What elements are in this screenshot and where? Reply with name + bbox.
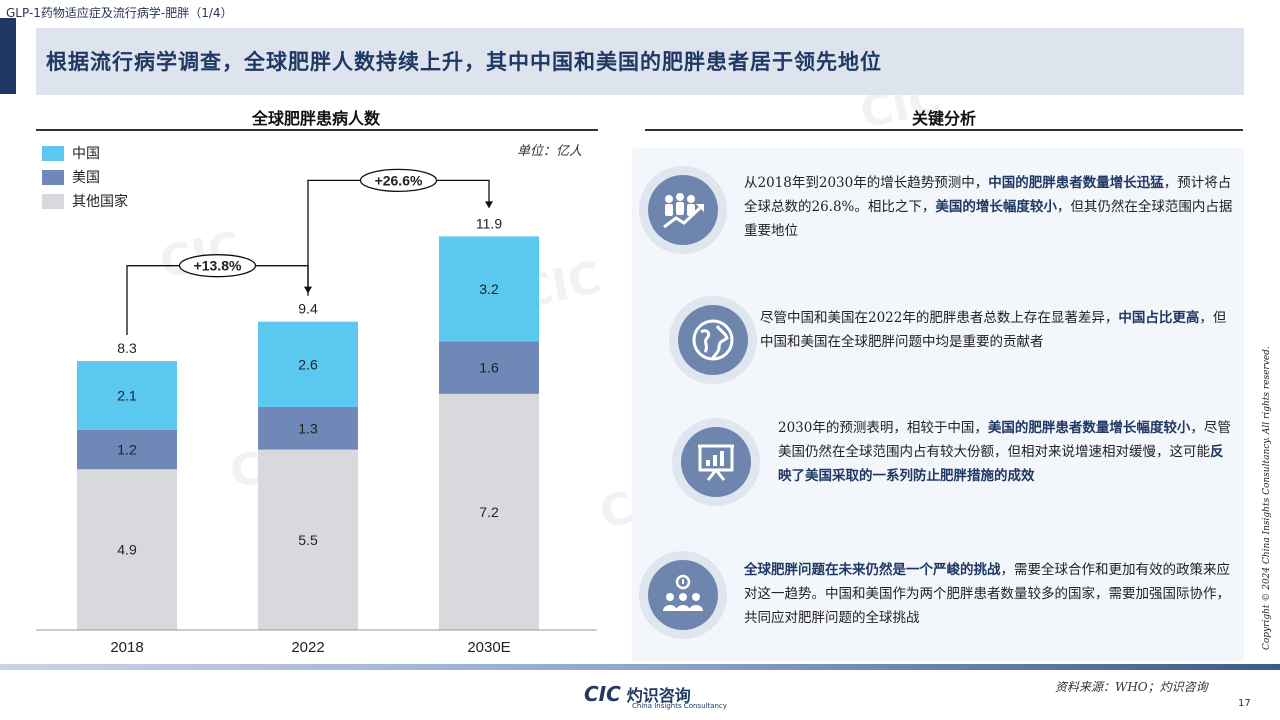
presentation-chart-icon [698, 444, 734, 481]
team-idea-icon [663, 574, 703, 611]
legend-swatch-china [42, 145, 64, 161]
legend-label-usa: 美国 [72, 170, 100, 186]
logo-mark: CIC [584, 682, 621, 706]
title-band [36, 28, 1244, 95]
analysis-text-segment: ，预计将占全球总数的26.8%。相比之下， [744, 175, 1232, 215]
copyright-notice: Copyright © 2024 China Insights Consulta… [1262, 346, 1272, 650]
data-label: 1.2 [117, 442, 137, 458]
analysis-emphasis: 中国的肥胖患者数量增长迅猛 [988, 175, 1164, 191]
analysis-emphasis: 反映了美国采取的一系列防止肥胖措施的成效 [778, 444, 1224, 484]
analysis-point-2: 尽管中国和美国在2022年的肥胖患者总数上存在显著差异，中国占比更高，但中国和美… [760, 306, 1232, 354]
legend-item-china: 中国 [42, 141, 128, 165]
analysis-text-segment: ，但其仍然在全球范围内占据重要地位 [744, 199, 1233, 239]
bar-segment [258, 406, 358, 450]
people-growth-icon [663, 193, 704, 229]
logo-cn: 灼识咨询 [626, 686, 691, 705]
left-accent-bar [0, 18, 16, 94]
legend-item-others: 其他国家 [42, 189, 128, 213]
total-label: 9.4 [298, 301, 318, 317]
chart-unit-label: 单位：亿人 [516, 144, 582, 159]
analysis-point-4: 全球肥胖问题在未来仍然是一个严峻的挑战，需要全球合作和更加有效的政策来应对这一趋… [744, 558, 1236, 630]
analysis-text-segment: 从2018年到2030年的增长趋势预测中， [744, 175, 989, 191]
logo-en: China Insights Consultancy [632, 702, 727, 710]
stacked-bar-chart: 4.9 1.2 2.1 8.3 2018 5.5 1.3 2.6 9.4 2022 7.2 1.6 3.… [36, 168, 597, 656]
legend-item-usa: 美国 [42, 165, 128, 189]
globe-icon [692, 319, 734, 361]
analysis-emphasis: 美国的肥胖患者数量增长幅度较小 [987, 420, 1191, 436]
chart-legend: 中国 美国 其他国家 [42, 141, 128, 213]
analysis-emphasis: 美国的增长幅度较小 [935, 199, 1057, 215]
analysis-text-segment: ，需要全球合作和更加有效的政策来应对这一趋势。中国和美国作为两个肥胖患者数量较多… [744, 562, 1230, 626]
growth-label: +13.8% [194, 258, 242, 274]
data-label: 2.1 [117, 387, 137, 403]
page-title: 根据流行病学调查，全球肥胖人数持续上升，其中中国和美国的肥胖患者居于领先地位 [46, 49, 882, 74]
data-label: 1.6 [479, 360, 499, 376]
analysis-icon-4 [639, 551, 727, 639]
growth-label: +26.6% [375, 172, 423, 188]
analysis-text-segment: ，尽管美国仍然在全球范围内占有较大份额，但相对来说增速相对缓慢，这可能 [778, 420, 1231, 460]
analysis-icon-2 [669, 296, 757, 384]
analysis-text-segment: 2030年的预测表明，相较于中国， [778, 420, 988, 436]
data-label: 3.2 [479, 281, 499, 297]
bar-segment [439, 341, 539, 394]
total-label: 8.3 [117, 340, 137, 356]
bottom-band [0, 664, 1280, 670]
bar-segment [258, 449, 358, 630]
bar-segment [77, 469, 177, 630]
analysis-title: 关键分析 [911, 109, 976, 128]
analysis-point-1: 从2018年到2030年的增长趋势预测中，中国的肥胖患者数量增长迅猛，预计将占全… [744, 171, 1236, 243]
data-label: 2.6 [298, 356, 318, 372]
analysis-emphasis: 中国占比更高 [1118, 310, 1200, 326]
data-label: 7.2 [479, 504, 499, 520]
chart-title: 全球肥胖患病人数 [251, 109, 380, 128]
section-label: GLP-1药物适应症及流行病学-肥胖（1/4） [6, 6, 233, 20]
legend-label-china: 中国 [72, 146, 100, 162]
analysis-icon-1 [639, 166, 727, 254]
source-note: 资料来源：WHO；灼识咨询 [1055, 680, 1208, 694]
analysis-text-segment: 尽管中国和美国在2022年的肥胖患者总数上存在显著差异， [760, 310, 1119, 326]
bar-segment [77, 429, 177, 470]
x-tick-label: 2018 [110, 639, 143, 656]
data-label: 4.9 [117, 542, 137, 558]
analysis-point-3: 2030年的预测表明，相较于中国，美国的肥胖患者数量增长幅度较小，尽管美国仍然在… [778, 416, 1232, 488]
analysis-text-segment: ，但中国和美国在全球肥胖问题中均是重要的贡献者 [760, 310, 1227, 350]
analysis-icon-3 [672, 418, 760, 506]
growth-badge [359, 168, 438, 193]
chart-title-rule [36, 129, 598, 131]
x-tick-label: 2030E [467, 639, 510, 656]
growth-badge [178, 254, 257, 278]
analysis-emphasis: 全球肥胖问题在未来仍然是一个严峻的挑战 [744, 562, 1001, 578]
growth-arrowhead [485, 201, 493, 209]
bar-segment [77, 361, 177, 430]
data-label: 5.5 [298, 532, 318, 548]
x-tick-label: 2022 [291, 639, 324, 656]
legend-label-others: 其他国家 [72, 194, 128, 210]
bar-segment [439, 393, 539, 630]
legend-swatch-others [42, 193, 64, 209]
footer-logo: CIC 灼识咨询 China Insights Consultancy [584, 682, 727, 710]
total-label: 11.9 [476, 215, 502, 231]
page-number: 17 [1238, 698, 1251, 709]
bar-segment [258, 321, 358, 407]
bar-segment [439, 236, 539, 342]
legend-swatch-usa [42, 169, 64, 185]
analysis-background [632, 148, 1244, 662]
data-label: 1.3 [298, 420, 318, 436]
analysis-title-rule [645, 129, 1243, 131]
